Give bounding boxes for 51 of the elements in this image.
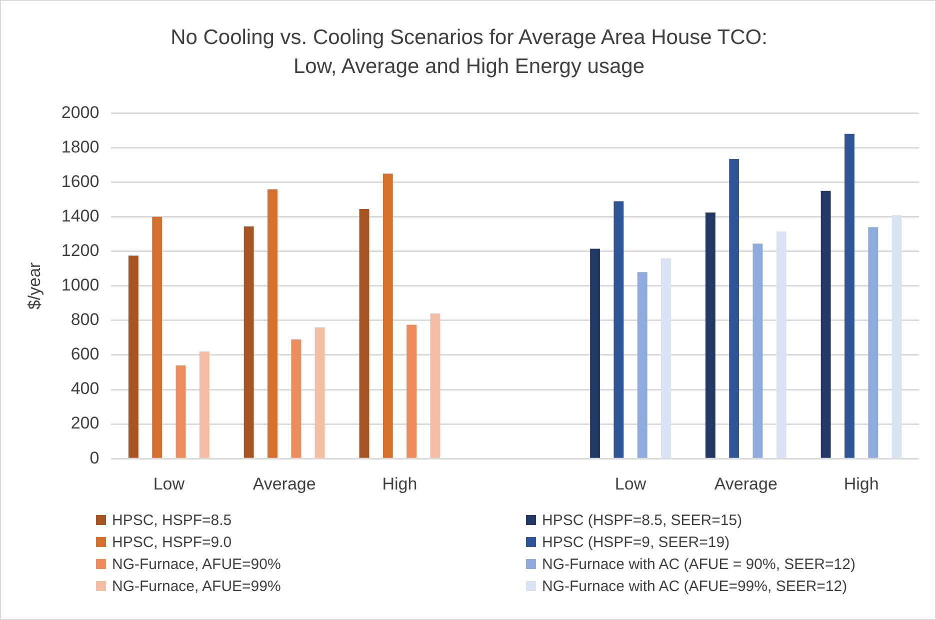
- bar: [590, 248, 600, 458]
- legend-label: NG-Furnace with AC (AFUE=99%, SEER=12): [542, 578, 848, 594]
- y-tick-label: 1800: [61, 137, 100, 156]
- x-tick-label: High: [844, 474, 879, 494]
- bar: [406, 324, 417, 458]
- bar: [661, 258, 671, 458]
- x-tick-label: High: [382, 474, 418, 494]
- bar: [382, 174, 393, 458]
- y-tick-label: 1000: [61, 276, 100, 295]
- bar: [128, 256, 138, 458]
- bar: [844, 134, 854, 458]
- x-tick-label: Average: [252, 474, 316, 494]
- legend-label: NG-Furnace, AFUE=90%: [112, 556, 281, 572]
- bar: [637, 272, 648, 458]
- y-tick-label: 400: [70, 379, 100, 398]
- bar: [752, 244, 763, 458]
- bar: [729, 158, 740, 458]
- bar: [892, 215, 902, 458]
- x-tick-label: Low: [153, 474, 186, 494]
- bar: [152, 216, 162, 458]
- bar: [705, 212, 716, 458]
- y-axis-title: $/year: [24, 262, 44, 310]
- legend-label: NG-Furnace with AC (AFUE = 90%, SEER=12): [542, 556, 856, 572]
- legend-label: HPSC, HSPF=9.0: [112, 534, 232, 550]
- bar: [199, 352, 210, 458]
- legend-label: HPSC (HSPF=9, SEER=19): [542, 534, 730, 550]
- y-tick-label: 1400: [61, 206, 100, 226]
- y-tick-label: 1200: [61, 241, 100, 260]
- bar: [268, 189, 278, 458]
- chart-title: No Cooling vs. Cooling Scenarios for Average Area House TCO: Low, Average and High Energy usage: [170, 25, 768, 80]
- legend-label: HPSC, HSPF=8.5: [112, 512, 232, 528]
- bar: [291, 339, 302, 458]
- y-tick-label: 0: [90, 448, 100, 468]
- bar: [820, 190, 831, 458]
- bar: [244, 226, 254, 458]
- bar: [176, 365, 186, 458]
- bar: [614, 201, 624, 458]
- bar: [868, 227, 878, 458]
- bar: [359, 209, 370, 458]
- x-tick-label: Low: [614, 474, 647, 494]
- bar: [776, 232, 786, 458]
- y-tick-label: 800: [70, 310, 100, 330]
- y-tick-label: 2000: [61, 102, 100, 122]
- bar: [314, 327, 325, 458]
- y-tick-label: 200: [70, 414, 100, 433]
- y-tick-label: 1600: [61, 172, 100, 191]
- legend-label: NG-Furnace, AFUE=99%: [112, 578, 281, 594]
- x-tick-label: Average: [714, 474, 778, 494]
- y-tick-label: 600: [70, 344, 100, 364]
- legend-label: HPSC (HSPF=8.5, SEER=15): [542, 512, 742, 528]
- bar: [430, 314, 440, 458]
